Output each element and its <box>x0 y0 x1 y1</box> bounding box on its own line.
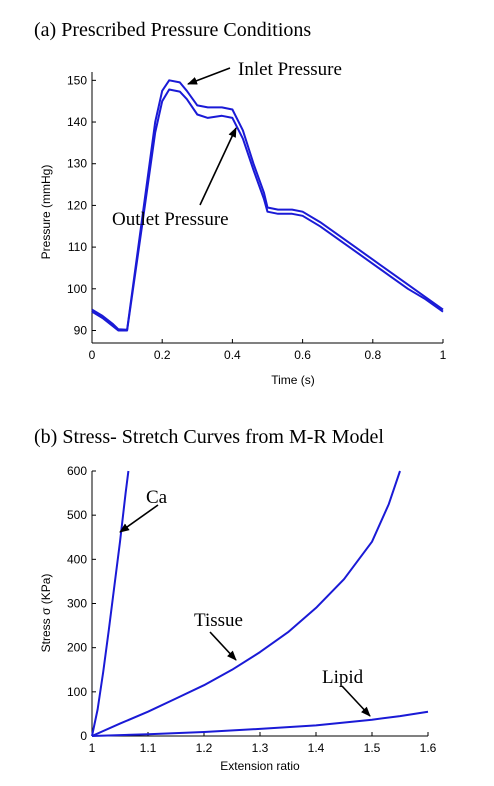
chart-b-title: (b) Stress- Stretch Curves from M-R Mode… <box>34 426 384 448</box>
chart-b-y-tick-label: 600 <box>67 464 87 478</box>
chart-b-y-tick-label: 300 <box>67 597 87 611</box>
chart-b-x-tick-label: 1.2 <box>196 741 213 755</box>
lipid-arrow <box>341 685 371 717</box>
chart-b-x-axis-title: Extension ratio <box>220 759 300 773</box>
chart-a-y-tick-label: 120 <box>67 198 87 212</box>
chart-a-y-tick-label: 110 <box>68 240 87 254</box>
chart-a-y-tick-label: 100 <box>67 282 87 296</box>
chart-a-x-tick-label: 0 <box>89 348 96 362</box>
ca-label: Ca <box>146 487 168 508</box>
chart-a-x-tick-label: 0.6 <box>294 348 311 362</box>
chart-b-y-tick-label: 500 <box>67 508 87 522</box>
chart-b-x-tick-label: 1.1 <box>140 741 157 755</box>
inlet-pressure-arrow <box>187 67 231 85</box>
chart-b-y-tick-label: 0 <box>80 729 87 743</box>
chart-a-series <box>91 79 444 332</box>
chart-b: 1 1.1 1.2 1.3 1.4 1.5 1.6 0 100 200 300 400 500 600 E… <box>39 464 437 773</box>
chart-b-axes: 1 1.1 1.2 1.3 1.4 1.5 1.6 0 100 200 300 400 500 600 <box>67 464 437 755</box>
chart-a-axes: 0 0.2 0.4 0.6 0.8 1 90 100 110 120 130 140 150 <box>67 72 447 362</box>
chart-b-x-tick-label: 1.6 <box>420 741 437 755</box>
chart-b-series-lipid <box>91 710 429 737</box>
chart-b-series-ca <box>91 470 130 737</box>
chart-b-x-tick-label: 1.4 <box>308 741 325 755</box>
chart-b-y-tick-label: 100 <box>67 685 87 699</box>
chart-a: 0 0.2 0.4 0.6 0.8 1 90 100 110 120 130 140 150 Time … <box>39 59 447 387</box>
chart-a-y-axis-title: Pressure (mmHg) <box>39 165 53 260</box>
inlet-pressure-label: Inlet Pressure <box>238 59 342 80</box>
chart-b-y-tick-label: 400 <box>67 552 87 566</box>
chart-b-x-tick-label: 1.5 <box>364 741 381 755</box>
chart-a-y-tick-label: 90 <box>74 323 88 337</box>
ca-arrow <box>119 504 159 533</box>
tissue-arrow <box>209 631 237 661</box>
chart-a-title: (a) Prescribed Pressure Conditions <box>34 19 312 41</box>
chart-a-x-tick-label: 1 <box>440 348 447 362</box>
chart-b-x-tick-label: 1.3 <box>252 741 269 755</box>
chart-b-y-tick-label: 200 <box>67 641 87 655</box>
chart-a-y-tick-label: 140 <box>67 115 87 129</box>
chart-b-x-tick-label: 1 <box>89 741 96 755</box>
tissue-label: Tissue <box>194 610 243 631</box>
chart-a-series-outlet-pressure <box>91 88 444 332</box>
chart-b-series-tissue <box>91 470 401 737</box>
chart-a-x-tick-label: 0.8 <box>364 348 381 362</box>
outlet-pressure-arrow <box>199 127 237 206</box>
chart-b-y-axis-title: Stress σ (KPa) <box>39 574 53 653</box>
lipid-label: Lipid <box>322 667 364 688</box>
chart-b-series <box>91 470 429 737</box>
chart-a-y-tick-label: 130 <box>67 157 87 171</box>
chart-a-y-tick-label: 150 <box>67 73 87 87</box>
chart-a-x-axis-title: Time (s) <box>271 373 315 387</box>
chart-a-x-tick-label: 0.2 <box>154 348 171 362</box>
chart-a-x-tick-label: 0.4 <box>224 348 241 362</box>
outlet-pressure-label: Outlet Pressure <box>112 209 229 230</box>
